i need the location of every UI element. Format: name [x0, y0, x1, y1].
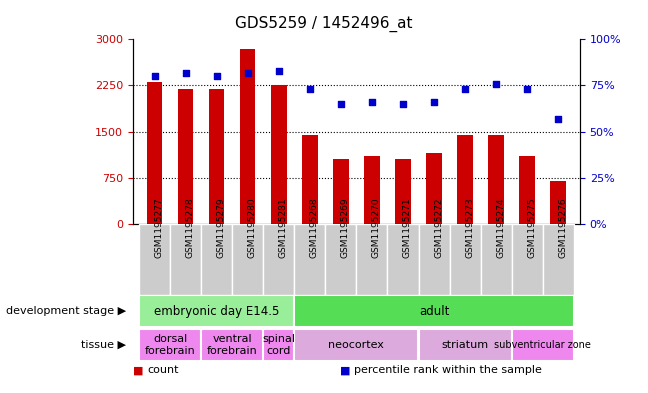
Point	[367, 99, 377, 105]
Point	[429, 99, 439, 105]
Text: GSM1195269: GSM1195269	[341, 197, 350, 258]
Point	[522, 86, 533, 92]
Text: adult: adult	[419, 305, 449, 318]
Text: ■: ■	[340, 365, 354, 375]
Point	[273, 68, 284, 74]
Text: striatum: striatum	[441, 340, 489, 350]
Bar	[550, 181, 566, 224]
Bar	[294, 329, 419, 361]
Bar	[294, 296, 573, 327]
Bar	[201, 224, 232, 295]
Text: GSM1195280: GSM1195280	[248, 197, 257, 258]
Point	[491, 81, 502, 87]
Text: GSM1195273: GSM1195273	[465, 197, 474, 258]
Bar	[388, 224, 419, 295]
Point	[398, 101, 408, 107]
Point	[180, 70, 191, 76]
Bar	[364, 156, 380, 224]
Text: GSM1195270: GSM1195270	[372, 197, 381, 258]
Bar	[395, 159, 411, 224]
Bar	[139, 296, 294, 327]
Text: GSM1195281: GSM1195281	[279, 197, 288, 258]
Bar	[232, 224, 263, 295]
Text: embryonic day E14.5: embryonic day E14.5	[154, 305, 279, 318]
Text: ventral
forebrain: ventral forebrain	[207, 334, 257, 356]
Bar	[419, 329, 512, 361]
Text: GSM1195268: GSM1195268	[310, 197, 319, 258]
Text: percentile rank within the sample: percentile rank within the sample	[354, 365, 542, 375]
Point	[460, 86, 470, 92]
Text: GSM1195279: GSM1195279	[216, 197, 226, 258]
Text: neocortex: neocortex	[329, 340, 384, 350]
Bar	[263, 329, 294, 361]
Bar	[333, 159, 349, 224]
Bar	[543, 224, 573, 295]
Bar	[512, 329, 573, 361]
Bar	[139, 224, 170, 295]
Bar	[512, 224, 542, 295]
Bar	[457, 135, 473, 224]
Text: development stage ▶: development stage ▶	[6, 307, 126, 316]
Point	[242, 70, 253, 76]
Bar	[426, 153, 442, 224]
Point	[553, 116, 563, 122]
Text: spinal
cord: spinal cord	[262, 334, 295, 356]
Bar	[170, 224, 201, 295]
Bar	[325, 224, 356, 295]
Bar	[302, 135, 318, 224]
Text: GDS5259 / 1452496_at: GDS5259 / 1452496_at	[235, 16, 413, 32]
Bar	[520, 156, 535, 224]
Text: GSM1195278: GSM1195278	[185, 197, 194, 258]
Bar	[263, 224, 294, 295]
Text: count: count	[147, 365, 179, 375]
Text: ■: ■	[133, 365, 147, 375]
Point	[150, 73, 160, 79]
Bar	[147, 83, 163, 224]
Bar	[481, 224, 512, 295]
Text: GSM1195275: GSM1195275	[527, 197, 536, 258]
Point	[305, 86, 315, 92]
Text: GSM1195276: GSM1195276	[558, 197, 567, 258]
Text: GSM1195274: GSM1195274	[496, 197, 505, 258]
Point	[336, 101, 346, 107]
Bar	[201, 329, 263, 361]
Text: tissue ▶: tissue ▶	[82, 340, 126, 350]
Bar	[294, 224, 325, 295]
Bar	[178, 88, 193, 224]
Bar	[356, 224, 388, 295]
Bar	[240, 48, 255, 224]
Point	[211, 73, 222, 79]
Bar	[209, 88, 224, 224]
Bar	[489, 135, 504, 224]
Bar	[139, 329, 201, 361]
Text: GSM1195271: GSM1195271	[403, 197, 412, 258]
Bar	[271, 86, 286, 224]
Bar	[419, 224, 450, 295]
Text: subventricular zone: subventricular zone	[494, 340, 591, 350]
Bar	[450, 224, 481, 295]
Text: dorsal
forebrain: dorsal forebrain	[145, 334, 196, 356]
Text: GSM1195272: GSM1195272	[434, 197, 443, 258]
Text: GSM1195277: GSM1195277	[155, 197, 163, 258]
